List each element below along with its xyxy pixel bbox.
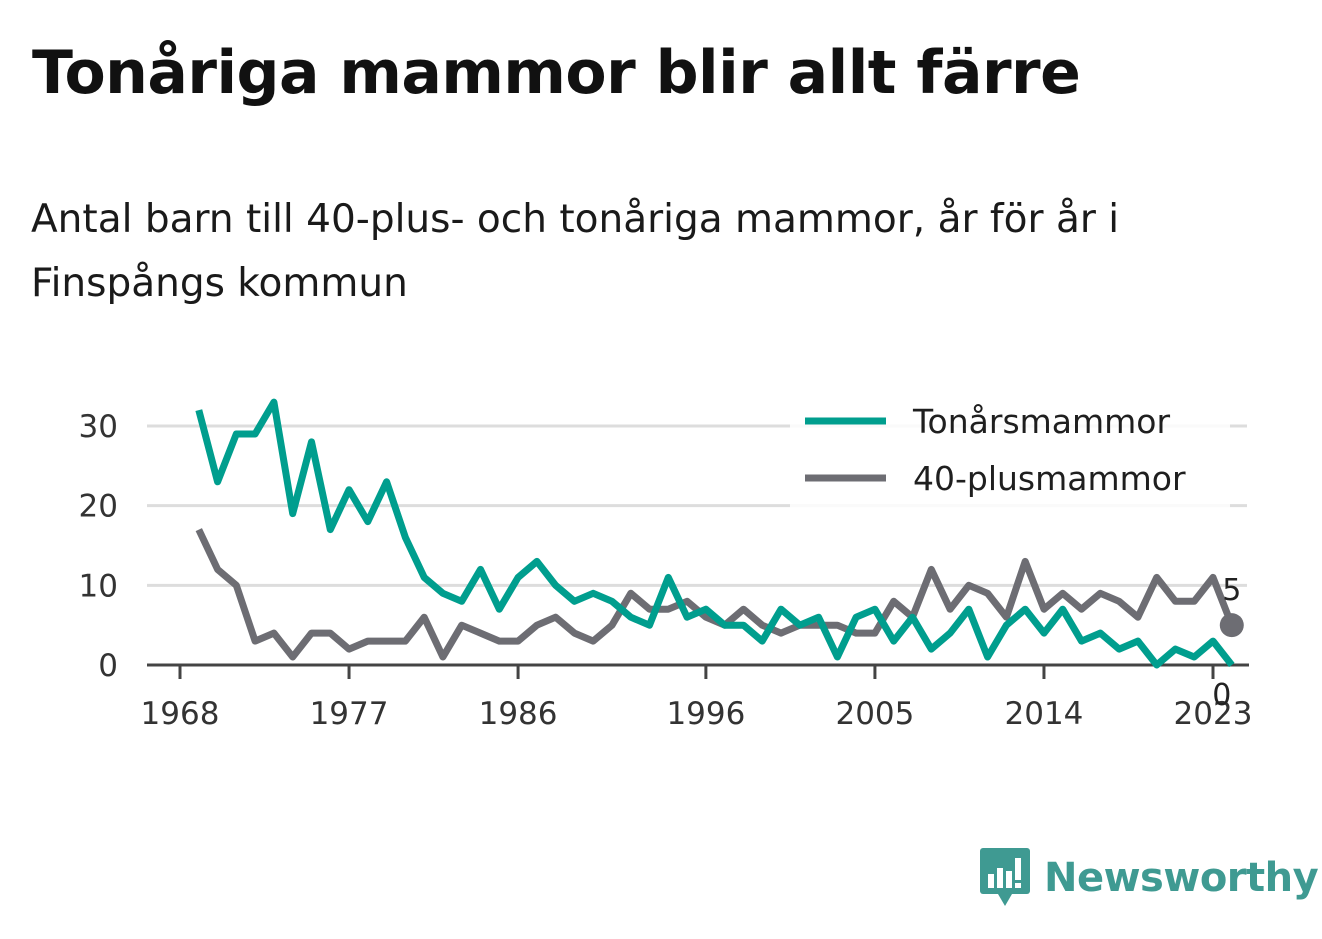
series-lines: [195, 398, 1244, 669]
legend: Tonårsmammor 40-plusmammor: [790, 392, 1230, 514]
x-axis: 1968 1977 1986 1996 2005 2014 2023: [141, 663, 1253, 732]
y-tick-label-0: 0: [98, 648, 118, 684]
legend-label-1: 40-plusmammor: [913, 459, 1186, 498]
y-tick-label-10: 10: [79, 568, 118, 604]
x-tick-label-2023: 2023: [1174, 696, 1253, 732]
x-tick-label-1986: 1986: [479, 696, 558, 732]
chart-subtitle: Antal barn till 40-plus- och tonåriga ma…: [31, 197, 1120, 306]
x-tick-label-2014: 2014: [1005, 696, 1084, 732]
legend-background: [790, 392, 1230, 514]
end-marker-40-plusmammor: [1219, 613, 1244, 638]
y-tick-label-20: 20: [79, 489, 118, 525]
y-axis-ticks: 0 10 20 30: [79, 409, 118, 684]
y-tick-label-30: 30: [79, 409, 118, 445]
legend-label-0: Tonårsmammor: [912, 402, 1170, 441]
end-labels: 50: [1212, 573, 1241, 713]
x-tick-label-1996: 1996: [666, 696, 745, 732]
x-tick-label-1968: 1968: [141, 696, 220, 732]
series-line-tonarsmammor: [195, 398, 1235, 669]
brand-name: Newsworthy: [1044, 855, 1319, 901]
bar-chart-speech-icon: [980, 848, 1030, 906]
chart-title: Tonåriga mammor blir allt färre: [32, 38, 1081, 108]
newsworthy-logo: Newsworthy: [980, 848, 1319, 908]
x-tick-label-2005: 2005: [835, 696, 914, 732]
end-label-0: 5: [1222, 573, 1241, 608]
end-label-1: 0: [1212, 678, 1231, 713]
x-tick-label-1977: 1977: [310, 696, 389, 732]
